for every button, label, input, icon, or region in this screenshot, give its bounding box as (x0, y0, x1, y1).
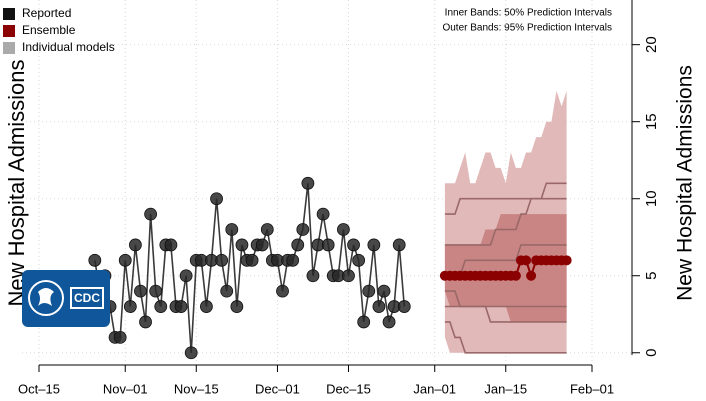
reported-point (276, 284, 289, 298)
y-tick-label: 15 (643, 113, 660, 130)
reported-point (184, 346, 198, 360)
reported-point (139, 315, 152, 329)
reported-point (200, 300, 213, 313)
legend-label: Individual models (22, 40, 115, 54)
reported-point (164, 238, 178, 252)
x-tick-label: Jan–15 (484, 381, 527, 396)
legend-label: Reported (22, 6, 71, 20)
x-tick-label: Nov–15 (174, 381, 219, 396)
reported-point (286, 253, 300, 267)
legend-swatch (3, 25, 15, 37)
ensemble-point (521, 255, 532, 266)
reported-point (316, 207, 330, 221)
legend-swatch (3, 8, 15, 20)
logo-box-inner (72, 289, 102, 307)
y-axis-label: New Hospital Admissions (4, 60, 29, 307)
y-tick-label: 20 (643, 36, 660, 53)
model-line (444, 244, 567, 277)
reported-point (291, 238, 305, 252)
reported-point (377, 284, 391, 298)
reported-point (342, 269, 355, 283)
model-line (444, 321, 567, 354)
reported-point (296, 223, 310, 236)
logo-bg (22, 270, 110, 327)
x-tick-label: Jan–01 (413, 381, 456, 396)
reported-point (301, 176, 315, 190)
reported-point (154, 300, 168, 313)
logo-seal (28, 280, 64, 316)
reported-point (260, 223, 274, 236)
reported-point (220, 284, 234, 298)
reported-point (118, 253, 132, 267)
reported-point (210, 192, 223, 206)
reported-point (255, 238, 269, 252)
reported-point (225, 223, 239, 236)
model-line (444, 182, 567, 215)
reported-point (174, 300, 188, 313)
reported-point (362, 284, 376, 298)
reported-point (134, 284, 147, 298)
reported-point (88, 253, 102, 267)
reported-point (347, 238, 360, 252)
reported-point (372, 300, 386, 313)
ensemble-point (526, 270, 537, 281)
reported-point (144, 207, 158, 221)
annotation: Inner Bands: 50% Prediction Intervals (445, 8, 612, 19)
reported-point (321, 238, 335, 252)
reported-point (382, 315, 396, 329)
reported-point (397, 300, 411, 313)
reported-point (306, 269, 320, 283)
reported-point (352, 253, 366, 267)
model-line (444, 290, 567, 323)
y-tick-label: 0 (643, 349, 660, 357)
reported-point (149, 284, 163, 298)
series-line (94, 183, 406, 353)
reported-point (392, 238, 406, 252)
ensemble-point (510, 270, 521, 281)
annotation: Outer Bands: 95% Prediction Intervals (442, 23, 612, 34)
reported-point (245, 253, 259, 267)
x-tick-label: Nov–01 (103, 381, 148, 396)
x-tick-label: Feb–01 (570, 381, 614, 396)
inner-band (444, 214, 567, 322)
reported-point (367, 238, 381, 252)
y-axis-label-right: New Hospital Admissions (674, 65, 697, 301)
reported-point (179, 269, 193, 283)
reported-point (357, 315, 371, 329)
y-tick-label: 10 (643, 190, 660, 207)
x-tick-label: Dec–01 (255, 381, 300, 396)
logo: CDC (22, 270, 110, 327)
y-tick-label: 5 (643, 272, 660, 280)
x-tick-label: Oct–15 (18, 381, 60, 396)
x-tick-label: Dec–15 (326, 381, 371, 396)
logo-text: CDC (74, 291, 100, 305)
legend-swatch (3, 42, 15, 54)
reported-point (113, 330, 127, 344)
reported-point (215, 253, 229, 267)
reported-point (235, 238, 249, 252)
legend-label: Ensemble (22, 23, 76, 37)
reported-point (230, 300, 244, 313)
reported-point (128, 238, 142, 252)
ensemble-point (561, 255, 572, 266)
model-line (444, 197, 567, 246)
reported-point (123, 300, 137, 313)
logo-eagle (38, 288, 54, 306)
reported-point (337, 223, 350, 236)
